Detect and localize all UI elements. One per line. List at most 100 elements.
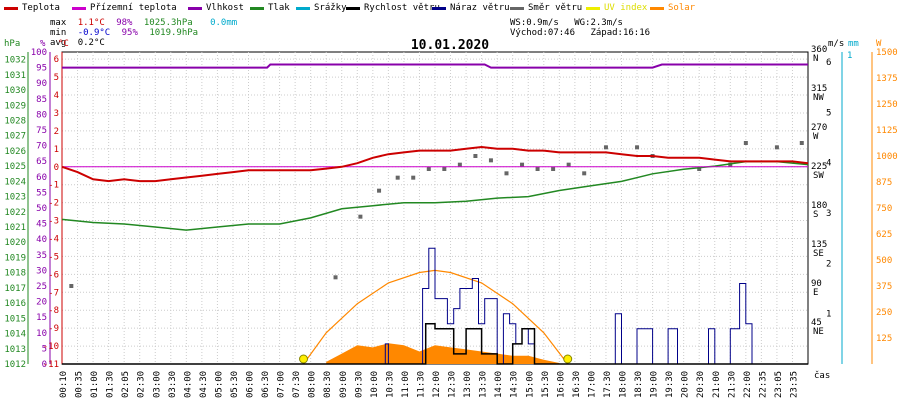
axis-tick-label: 1031	[4, 71, 26, 81]
legend-label: Vlhkost	[206, 3, 244, 13]
time-tick-label: 05:30	[230, 371, 240, 398]
legend-label: Přízemní teplota	[90, 3, 177, 13]
legend-swatch	[432, 6, 446, 10]
axis-tick-label: 100	[31, 48, 47, 58]
legend-item: Přízemní teplota	[72, 3, 177, 15]
time-tick-label: 21:00	[712, 371, 722, 398]
axis-title: °C	[58, 39, 69, 49]
dir-tick-label: NE	[813, 327, 824, 337]
w-tick-label: 1250	[876, 100, 898, 110]
axis-tick-label: 1014	[4, 330, 26, 340]
wind-dir-point	[520, 162, 525, 167]
ms-tick-label: 5	[826, 108, 831, 118]
axis-tick-label: 50	[36, 204, 47, 214]
axis-tick-label: -10	[43, 342, 59, 352]
wind-dir-point	[426, 167, 431, 171]
stats-min-press: 1019.9hPa	[149, 28, 199, 38]
legend-swatch	[4, 6, 18, 10]
stats-avg-temp: 0.2°C	[77, 38, 105, 48]
w-tick-label: 250	[876, 308, 892, 318]
wind-info: WS:0.9m/s WG:2.3m/s Východ:07:46 Západ:1…	[510, 18, 650, 38]
axis-tick-label: 5	[42, 344, 47, 354]
axis-tick-label: -3	[48, 217, 59, 227]
axis-tick-label: 60	[36, 173, 47, 183]
w-tick-label: 875	[876, 178, 892, 188]
axis-tick-label: 1018	[4, 269, 26, 279]
stats-avg-row: avg 0.2°C	[50, 38, 290, 48]
axis-tick-label: 95	[36, 64, 47, 74]
axis-tick-label: 1032	[4, 56, 26, 66]
temperature-line	[61, 145, 809, 183]
axis-tick-label: 1021	[4, 223, 26, 233]
time-tick-label: 07:30	[292, 371, 302, 398]
axis-tick-label: 15	[36, 313, 47, 323]
dir-tick-label: N	[813, 54, 818, 64]
axis-tick-label: 35	[36, 251, 47, 261]
legend-swatch	[250, 6, 264, 10]
ms-tick-label: 1	[826, 310, 831, 320]
wind-dir-point	[504, 171, 509, 176]
time-tick-label: 00:10	[59, 371, 69, 398]
time-tick-label: 16:00	[556, 371, 566, 398]
dir-tick-label: 45	[811, 318, 822, 328]
axis-tick-label: 75	[36, 126, 47, 136]
legend-item: Teplota	[4, 3, 60, 15]
dir-tick-label: 270	[811, 123, 827, 133]
legend-label: Rychlost větru	[364, 3, 440, 13]
axis-tick-label: 45	[36, 220, 47, 230]
axis-tick-label: 0	[42, 360, 47, 370]
time-axis-label: čas	[814, 370, 830, 381]
wind-dir-point	[488, 158, 493, 163]
wind-dir-point	[358, 214, 363, 219]
legend-item: Tlak	[250, 3, 290, 15]
wind-wg: WG:2.3m/s	[574, 18, 623, 28]
stats-max-press: 1025.3hPa	[143, 18, 193, 28]
axis-tick-label: 4	[54, 91, 59, 101]
legend-swatch	[586, 6, 600, 10]
wind-dir-point	[743, 141, 748, 145]
time-tick-label: 17:30	[603, 371, 613, 398]
time-tick-label: 07:00	[277, 371, 287, 398]
axis-tick-label: 1012	[4, 360, 26, 370]
time-tick-label: 15:30	[541, 371, 551, 398]
legend-swatch	[296, 6, 310, 10]
axis-tick-label: 40	[36, 235, 47, 245]
time-tick-label: 04:30	[199, 371, 209, 398]
axis-tick-label: 10	[36, 329, 47, 339]
time-tick-label: 08:00	[308, 371, 318, 398]
dir-tick-label: 135	[811, 240, 827, 250]
axis-tick-label: 55	[36, 188, 47, 198]
axis-title: mm	[848, 39, 859, 49]
humidity-line	[62, 63, 808, 69]
axis-tick-label: 3	[54, 109, 59, 119]
axis-tick-label: 1019	[4, 253, 26, 263]
legend-item: Srážky	[296, 3, 347, 15]
dir-tick-label: W	[813, 132, 819, 142]
wind-dir-point	[473, 154, 478, 158]
time-tick-label: 06:00	[246, 371, 256, 398]
dir-tick-label: SE	[813, 249, 824, 259]
legend-label: Teplota	[22, 3, 60, 13]
wind-dir-point	[377, 188, 382, 193]
sun-marker	[563, 354, 573, 364]
w-tick-label: 1375	[876, 74, 898, 84]
stats-min-temp: -0.9°C	[77, 28, 111, 38]
axis-tick-label: 1013	[4, 345, 26, 355]
axis-tick-label: 80	[36, 110, 47, 120]
stats-min-row: min -0.9°C 95% 1019.9hPa	[50, 28, 290, 38]
stats-min-hum: 95%	[121, 28, 138, 38]
sun-marker	[299, 354, 309, 364]
legend-swatch	[346, 6, 360, 10]
axis-title: m/s	[828, 39, 844, 49]
time-tick-label: 20:30	[696, 371, 706, 398]
axis-tick-label: 1023	[4, 193, 26, 203]
mm-tick-label: 1	[847, 51, 852, 61]
axis-tick-label: 70	[36, 142, 47, 152]
time-tick-label: 09:00	[339, 371, 349, 398]
axis-tick-label: 1015	[4, 314, 26, 324]
axis-tick-label: 1016	[4, 299, 26, 309]
sunset-text: Západ:16:16	[590, 28, 651, 38]
time-tick-label: 02:05	[121, 371, 131, 398]
wind-speed-line	[62, 322, 808, 365]
